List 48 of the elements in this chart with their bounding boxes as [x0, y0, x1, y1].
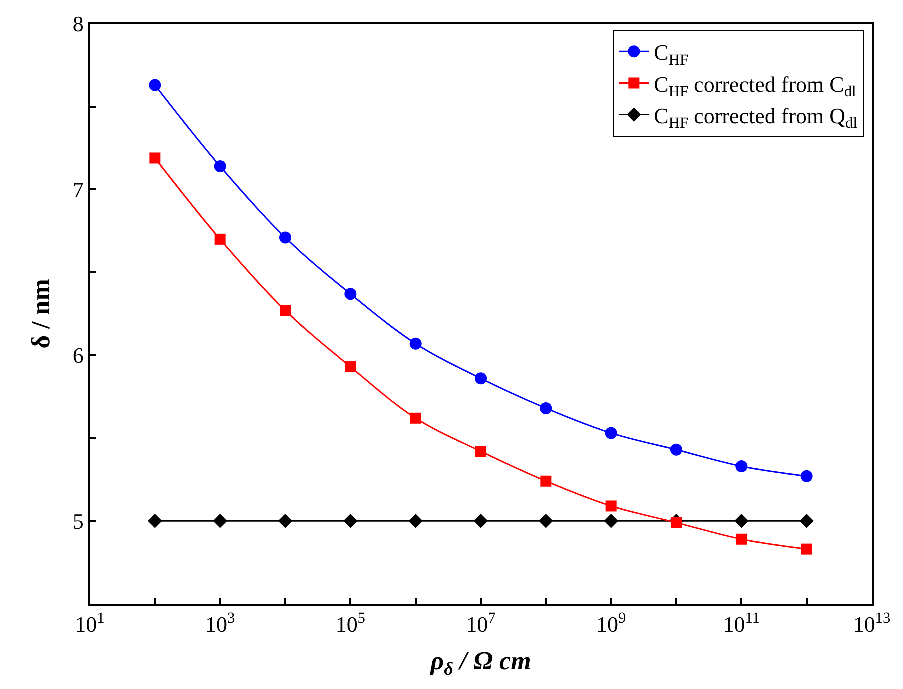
- point: [214, 234, 226, 245]
- point: [149, 79, 162, 92]
- x-tick-label: 10$^{5}$: [336, 610, 366, 638]
- point: [475, 372, 487, 385]
- x-tick-label: 10$^{1}$: [75, 610, 105, 638]
- point: [734, 514, 749, 528]
- x-tick-label: 10$^{9}$: [596, 610, 626, 638]
- point: [539, 514, 554, 528]
- point: [280, 305, 291, 316]
- point: [606, 500, 617, 512]
- point: [540, 402, 552, 414]
- point: [474, 514, 488, 528]
- point: [345, 362, 356, 373]
- legend-label: C$_{HF}$ corrected from Q$_{dl}$: [654, 103, 858, 132]
- legend-label: C$_{HF}$: [654, 40, 689, 69]
- point: [800, 470, 813, 482]
- x-tick-label: 10$^{7}$: [466, 610, 496, 638]
- x-axis-title: ρ$_{δ}$ / Ω cm: [430, 646, 532, 679]
- x-tick-label: 10$^{3}$: [205, 610, 236, 638]
- y-tick-label: 7: [72, 177, 84, 202]
- y-tick-label: 8: [72, 12, 84, 37]
- point: [410, 338, 422, 350]
- y-tick-label: 6: [72, 343, 84, 368]
- point: [604, 514, 618, 528]
- point: [213, 514, 228, 528]
- y-axis-title: δ / nm: [26, 278, 56, 349]
- point: [148, 514, 162, 528]
- x-tick-label: 10$^{11}$: [723, 610, 760, 638]
- point: [476, 446, 486, 458]
- y-tick-label: 5: [72, 508, 84, 534]
- point: [670, 444, 682, 456]
- point: [736, 534, 748, 545]
- point: [344, 514, 358, 528]
- point: [280, 232, 292, 244]
- point: [344, 288, 357, 300]
- point: [214, 160, 226, 173]
- point: [540, 476, 552, 487]
- point: [408, 514, 423, 528]
- x-tick-label: 10$^{13}$: [853, 610, 891, 638]
- point: [671, 517, 682, 528]
- point: [736, 460, 748, 472]
- point: [801, 544, 812, 555]
- point: [278, 514, 293, 528]
- point: [605, 427, 618, 440]
- point: [800, 514, 814, 528]
- point: [150, 152, 161, 164]
- point: [410, 412, 422, 424]
- legend-label: C$_{HF}$ corrected from C$_{dl}$: [654, 72, 856, 100]
